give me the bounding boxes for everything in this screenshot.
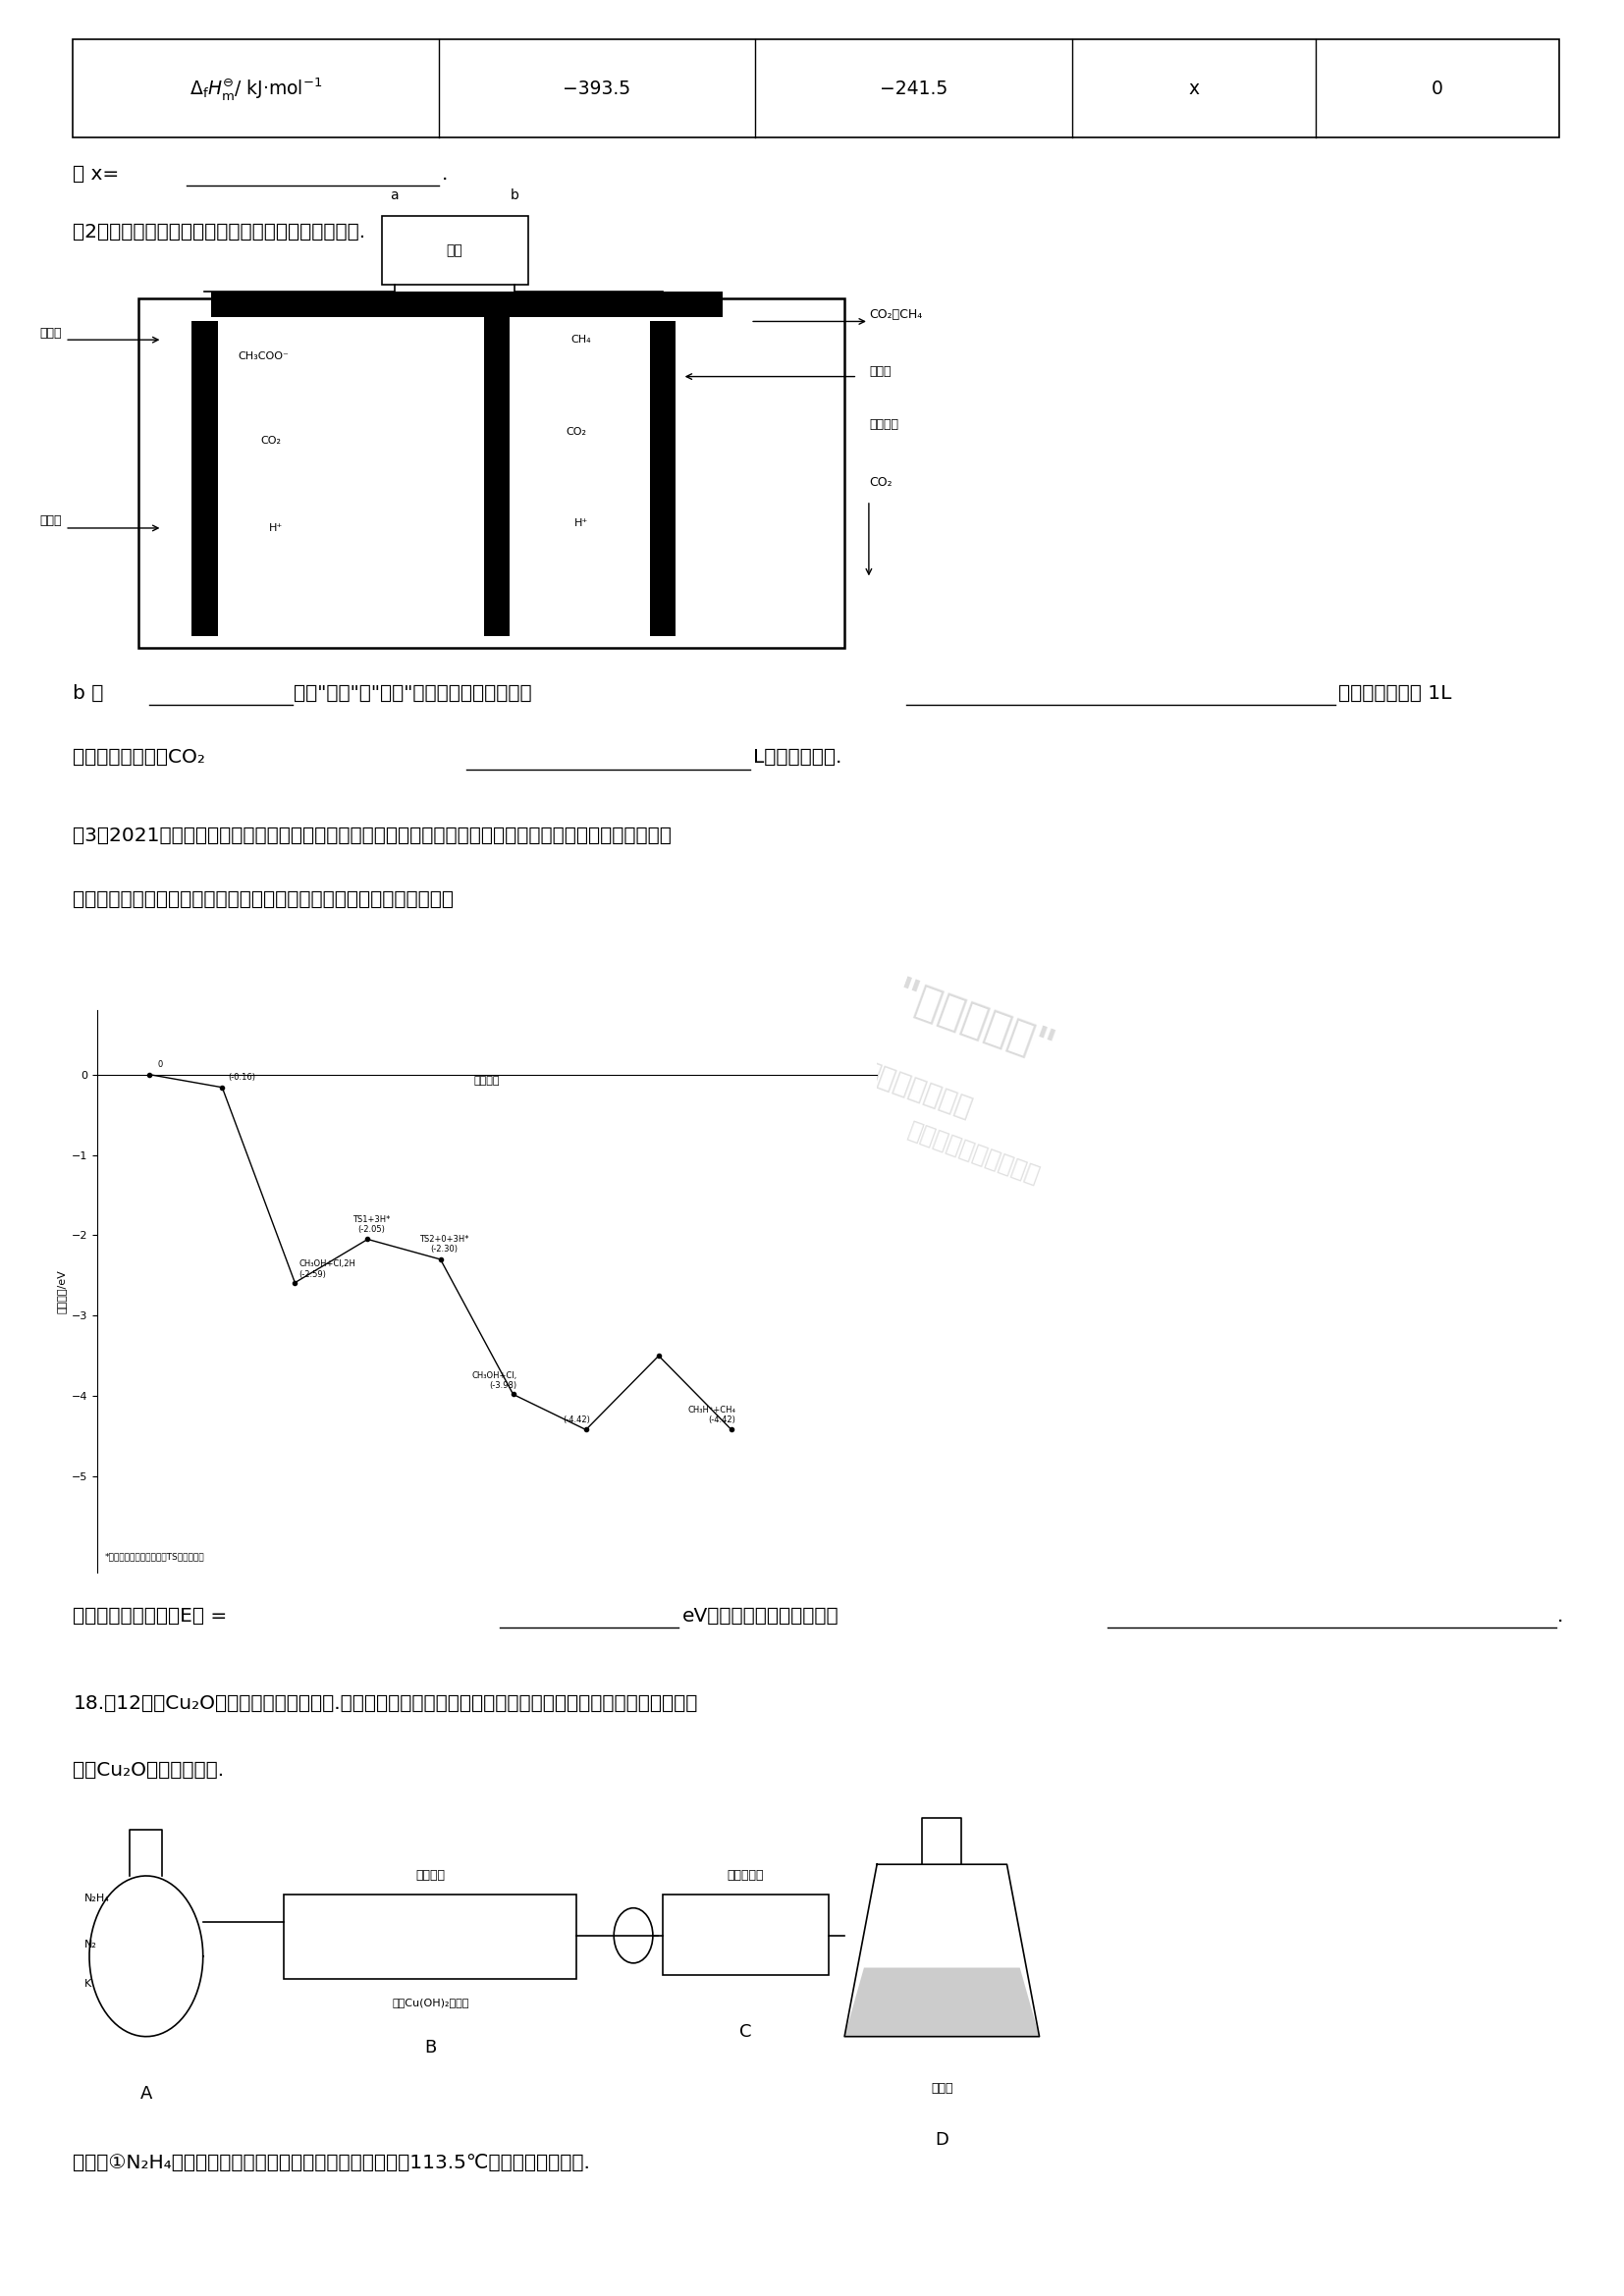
Bar	[211, 292, 723, 317]
Text: H⁺: H⁺	[270, 523, 283, 533]
Text: CO₂: CO₂	[261, 436, 281, 445]
Text: H⁺: H⁺	[575, 519, 588, 528]
Text: b 为: b 为	[73, 684, 104, 703]
Text: a: a	[390, 188, 400, 202]
Text: 管式电炉: 管式电炉	[416, 1869, 445, 1883]
Text: 反应历程中最大能垒E正 =: 反应历程中最大能垒E正 =	[73, 1607, 234, 1626]
Text: CO₂: CO₂	[567, 427, 586, 436]
Text: 微信搜索小程序: 微信搜索小程序	[859, 1058, 976, 1123]
Text: 交换膜: 交换膜	[487, 338, 507, 347]
Text: (-0.16): (-0.16)	[227, 1072, 255, 1081]
Text: 产甲烷菌: 产甲烷菌	[869, 418, 898, 432]
Text: （3）2021年中科院设计并制备了一种介孔二氧化硅纳米球催化剂，可通过催化断裂生物质中的碳氧键和碳碳: （3）2021年中科院设计并制备了一种介孔二氧化硅纳米球催化剂，可通过催化断裂生…	[73, 827, 672, 845]
Text: b: b	[510, 188, 520, 202]
Text: .: .	[442, 165, 448, 184]
Text: 离子: 离子	[490, 317, 503, 326]
Text: D: D	[935, 2131, 948, 2149]
Text: CO₂，CH₄: CO₂，CH₄	[869, 308, 922, 321]
Text: −393.5: −393.5	[564, 78, 630, 99]
Text: 已知：①N₂H₄为二元弱碱，常温下为无色油状液体，沸点为113.5℃，有较强的还原性.: 已知：①N₂H₄为二元弱碱，常温下为无色油状液体，沸点为113.5℃，有较强的还…	[73, 2154, 591, 2172]
Text: (-4.42): (-4.42)	[562, 1414, 590, 1424]
Text: 产电菌: 产电菌	[39, 326, 62, 340]
Text: eV，写出该步的反应方程式: eV，写出该步的反应方程式	[682, 1607, 840, 1626]
Text: "高考早知道": "高考早知道"	[890, 974, 1059, 1070]
Bar	[192, 321, 218, 636]
Bar	[650, 321, 676, 636]
Text: N₂H₄: N₂H₄	[84, 1894, 110, 1903]
Text: C: C	[739, 2023, 752, 2041]
Text: 0: 0	[158, 1061, 162, 1070]
Text: 电解液: 电解液	[869, 365, 892, 379]
Text: A: A	[140, 2085, 153, 2103]
Text: $\Delta_{\rm f}H_{\rm m}^{\ominus}$/ kJ·mol$^{-1}$: $\Delta_{\rm f}H_{\rm m}^{\ominus}$/ kJ·…	[190, 76, 322, 101]
Bar	[284, 1894, 577, 1979]
Bar	[73, 39, 1559, 138]
Text: L（标准状况）.: L（标准状况）.	[754, 748, 843, 767]
Text: .: .	[1557, 1607, 1564, 1626]
X-axis label: 反应历程: 反应历程	[474, 1077, 500, 1086]
Bar	[138, 298, 844, 647]
Y-axis label: 相对能量/eV: 相对能量/eV	[57, 1270, 67, 1313]
Text: CH₄: CH₄	[572, 335, 591, 344]
Bar	[663, 1894, 828, 1975]
Text: 甲烷，阳极室产生CO₂: 甲烷，阳极室产生CO₂	[73, 748, 206, 767]
Text: B: B	[424, 2039, 437, 2057]
Text: N₂: N₂	[84, 1940, 97, 1949]
Text: （填"负极"或"正极"），阳极电极反应式为: （填"负极"或"正极"），阳极电极反应式为	[294, 684, 533, 703]
Text: 键，而将木质纤维素生物质直接转化为天然气，部分反应历程如图所示：: 键，而将木质纤维素生物质直接转化为天然气，部分反应历程如图所示：	[73, 891, 455, 909]
Text: −241.5: −241.5	[880, 78, 947, 99]
Text: x: x	[1189, 78, 1199, 99]
Text: 理论上，每生成 1L: 理论上，每生成 1L	[1338, 684, 1452, 703]
Text: 则 x=: 则 x=	[73, 165, 120, 184]
Text: TS1+3H*
(-2.05): TS1+3H* (-2.05)	[352, 1215, 391, 1233]
Text: CH₃OH+Cl,2H
(-2.59): CH₃OH+Cl,2H (-2.59)	[299, 1261, 356, 1279]
Text: CH₃COO⁻: CH₃COO⁻	[237, 351, 289, 360]
Text: 制取Cu₂O并测定其纯度.: 制取Cu₂O并测定其纯度.	[73, 1761, 224, 1779]
Text: K: K	[84, 1979, 91, 1988]
Bar	[484, 315, 510, 636]
Text: 盛有Cu(OH)₂的瓷舟: 盛有Cu(OH)₂的瓷舟	[391, 1998, 469, 2007]
Text: 电源: 电源	[447, 243, 463, 257]
Text: 稀硫酸: 稀硫酸	[931, 2082, 953, 2096]
Text: 无水氯化钙: 无水氯化钙	[728, 1869, 763, 1883]
Text: 电解液: 电解液	[39, 514, 62, 528]
Text: *表示吸附在催化剂表面，TS代表中间态: *表示吸附在催化剂表面，TS代表中间态	[106, 1552, 205, 1561]
Text: CO₂: CO₂	[869, 475, 892, 489]
Polygon shape	[844, 1968, 1039, 2037]
Text: （2）一种微生物电化学方法生产甲烷的装置如图所示.: （2）一种微生物电化学方法生产甲烷的装置如图所示.	[73, 223, 365, 241]
Text: 第一时间获取最新资料: 第一时间获取最新资料	[905, 1118, 1044, 1187]
Bar	[382, 216, 528, 285]
Text: TS2+0+3H*
(-2.30): TS2+0+3H* (-2.30)	[419, 1235, 469, 1254]
Text: 0: 0	[1431, 78, 1444, 99]
Text: CH₃H⁺+CH₄
(-4.42): CH₃H⁺+CH₄ (-4.42)	[687, 1405, 736, 1424]
Text: CH₃OH+Cl,
(-3.98): CH₃OH+Cl, (-3.98)	[473, 1371, 518, 1391]
Text: 18.（12分）Cu₂O是重要的无机化工原料.某化学兴趣小组同学用下图所示装置（部分加热及夹持装置已省略）: 18.（12分）Cu₂O是重要的无机化工原料.某化学兴趣小组同学用下图所示装置（…	[73, 1694, 698, 1713]
